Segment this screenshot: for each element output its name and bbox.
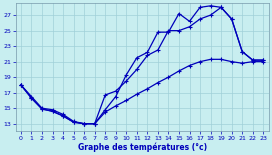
X-axis label: Graphe des températures (°c): Graphe des températures (°c) (78, 142, 207, 152)
